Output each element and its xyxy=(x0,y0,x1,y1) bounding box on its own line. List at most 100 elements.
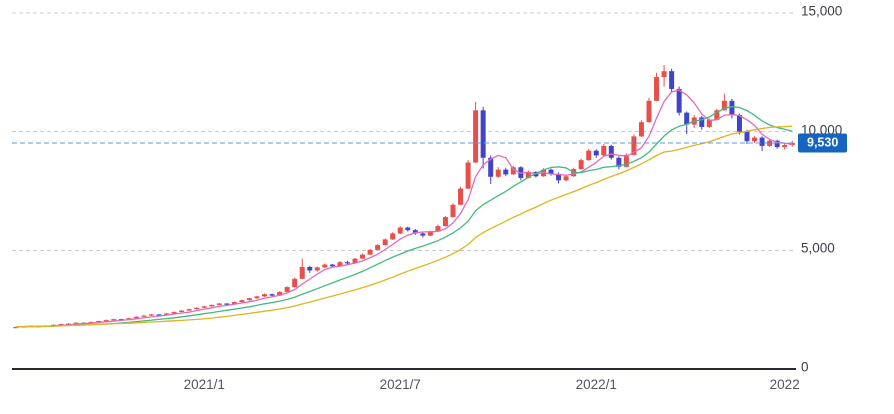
candle-up xyxy=(382,239,388,246)
candle-down xyxy=(307,266,313,271)
candle-up xyxy=(375,245,381,250)
candle-up xyxy=(58,324,64,326)
current-price-text: 9,530 xyxy=(807,135,839,150)
candle-up xyxy=(141,315,147,317)
candle-down xyxy=(556,173,562,181)
candle-down xyxy=(224,303,230,305)
candle-up xyxy=(148,314,154,316)
candle-up xyxy=(638,122,644,137)
candle-up xyxy=(262,294,268,297)
candle-up xyxy=(299,266,305,279)
candle-up xyxy=(360,254,366,259)
candle-down xyxy=(269,294,275,296)
candle-up xyxy=(586,150,592,161)
candle-up xyxy=(646,100,652,123)
x-axis-label-2021-7: 2021/7 xyxy=(379,377,421,392)
candle-up xyxy=(563,176,569,181)
candle-down xyxy=(420,233,426,236)
candle-down xyxy=(593,150,599,156)
candle-down xyxy=(329,264,335,267)
candle-up xyxy=(239,300,245,303)
candle-up xyxy=(179,310,185,313)
candle-up xyxy=(352,258,358,264)
candle-up xyxy=(442,217,448,227)
candle-up xyxy=(623,154,629,167)
x-axis-label-2022-1: 2022/1 xyxy=(575,377,617,392)
y-axis-label-15000: 15,000 xyxy=(801,3,843,19)
candle-down xyxy=(699,117,705,127)
candle-up xyxy=(254,296,260,299)
candle-up xyxy=(465,162,471,189)
candle-up xyxy=(495,169,501,177)
candle-up xyxy=(458,188,464,205)
candle-up xyxy=(103,320,109,322)
candle-up xyxy=(216,303,222,305)
candle-up xyxy=(473,110,479,163)
candle-up xyxy=(96,321,102,323)
candle-down xyxy=(480,110,486,158)
candle-up xyxy=(66,323,72,325)
candle-up xyxy=(654,77,660,101)
candle-down xyxy=(503,169,509,175)
candle-up xyxy=(397,227,403,234)
candle-down xyxy=(676,88,682,113)
candle-down xyxy=(488,157,494,177)
candle-up xyxy=(721,100,727,111)
candle-down xyxy=(548,169,554,174)
candle-down xyxy=(344,262,350,264)
candle-up xyxy=(782,144,788,148)
candle-down xyxy=(405,227,411,231)
candle-down xyxy=(744,131,750,142)
candle-up xyxy=(314,267,320,271)
candle-up xyxy=(427,231,433,236)
candle-up xyxy=(367,249,373,255)
candle-up xyxy=(390,233,396,240)
candle-up xyxy=(601,145,607,156)
candle-up xyxy=(111,319,117,321)
candle-up xyxy=(133,316,139,319)
candle-down xyxy=(736,115,742,132)
candle-up xyxy=(73,322,79,324)
current-price-badge: 9,530 xyxy=(798,133,848,153)
candle-up xyxy=(284,287,290,292)
candle-up xyxy=(510,167,516,175)
candle-up xyxy=(706,119,712,127)
y-axis-label-5000: 5,000 xyxy=(801,240,835,256)
candle-up xyxy=(292,278,298,288)
candle-up xyxy=(186,309,192,311)
ma-mid-line xyxy=(15,106,793,328)
candle-down xyxy=(759,137,765,146)
candle-up xyxy=(231,302,237,305)
candle-down xyxy=(608,145,614,158)
candle-up xyxy=(631,136,637,155)
candle-up xyxy=(171,312,177,314)
candle-up xyxy=(209,304,215,307)
candle-down xyxy=(729,100,735,116)
candle-up xyxy=(435,226,441,232)
candle-down xyxy=(669,71,675,89)
candle-up xyxy=(246,298,252,301)
candle-up xyxy=(13,326,19,329)
ma-short-line xyxy=(15,89,793,328)
candle-up xyxy=(714,110,720,120)
candle-up xyxy=(525,172,531,178)
y-axis-label-10000: 10,000 xyxy=(801,121,843,137)
y-axis-label-0: 0 xyxy=(801,359,809,375)
candle-up xyxy=(201,306,207,308)
x-axis-label-2021-1: 2021/1 xyxy=(183,377,225,392)
candle-up xyxy=(194,307,200,310)
candle-down xyxy=(774,140,780,148)
candle-down xyxy=(684,112,690,125)
candle-down xyxy=(616,157,622,167)
candle-up xyxy=(578,160,584,170)
candle-down xyxy=(156,314,162,316)
candle-up xyxy=(752,137,758,142)
candle-down xyxy=(412,230,418,234)
candle-up xyxy=(337,262,343,267)
ma-long-line xyxy=(15,125,793,328)
candle-up xyxy=(767,140,773,146)
candle-up xyxy=(450,204,456,218)
candle-up xyxy=(277,291,283,296)
